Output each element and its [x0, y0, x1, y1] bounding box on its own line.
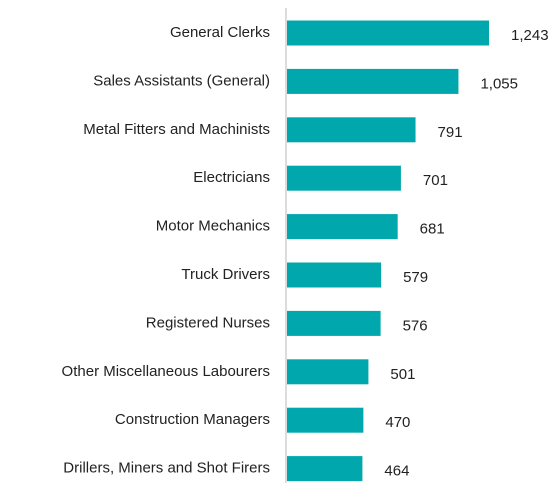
bar: [287, 214, 398, 240]
y-tick-label: Construction Managers: [115, 411, 270, 428]
data-label: 579: [403, 269, 428, 286]
bar: [287, 117, 416, 143]
y-tick-label: Metal Fitters and Machinists: [83, 121, 270, 138]
y-tick-label: Drillers, Miners and Shot Firers: [63, 460, 270, 477]
data-label: 501: [390, 366, 415, 383]
bar: [287, 359, 369, 385]
bar: [287, 165, 401, 191]
data-label: 701: [423, 172, 448, 189]
y-tick-label: Electricians: [193, 169, 270, 186]
data-label: 791: [438, 124, 463, 141]
data-label: 576: [403, 317, 428, 334]
y-tick-label: Motor Mechanics: [156, 218, 270, 235]
bar: [287, 310, 381, 336]
y-tick-label: Truck Drivers: [181, 266, 270, 283]
data-label: 470: [385, 414, 410, 431]
data-label: 1,243: [511, 27, 549, 44]
y-tick-label: Other Miscellaneous Labourers: [62, 363, 270, 380]
bar: [287, 407, 364, 433]
y-tick-label: General Clerks: [170, 24, 270, 41]
data-label: 464: [384, 463, 409, 480]
data-label: 1,055: [480, 75, 518, 92]
bar: [287, 20, 489, 46]
y-tick-label: Sales Assistants (General): [93, 72, 270, 89]
bar: [287, 456, 363, 482]
bar: [287, 262, 382, 288]
bar: [287, 68, 459, 94]
y-tick-label: Registered Nurses: [146, 314, 270, 331]
data-label: 681: [420, 221, 445, 238]
